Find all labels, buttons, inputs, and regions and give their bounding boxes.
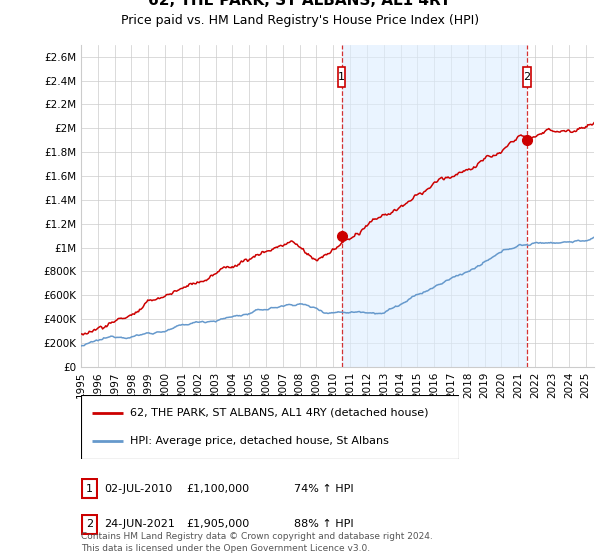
Text: 88% ↑ HPI: 88% ↑ HPI <box>294 519 353 529</box>
FancyBboxPatch shape <box>82 479 97 498</box>
FancyBboxPatch shape <box>338 67 346 87</box>
Text: £1,905,000: £1,905,000 <box>186 519 249 529</box>
Text: £1,100,000: £1,100,000 <box>186 484 249 494</box>
Text: Contains HM Land Registry data © Crown copyright and database right 2024.
This d: Contains HM Land Registry data © Crown c… <box>81 532 433 553</box>
Text: Price paid vs. HM Land Registry's House Price Index (HPI): Price paid vs. HM Land Registry's House … <box>121 14 479 27</box>
Text: 24-JUN-2021: 24-JUN-2021 <box>104 519 175 529</box>
Text: 02-JUL-2010: 02-JUL-2010 <box>104 484 172 494</box>
Text: 1: 1 <box>338 72 345 82</box>
FancyBboxPatch shape <box>81 395 459 459</box>
FancyBboxPatch shape <box>523 67 530 87</box>
Text: 2: 2 <box>523 72 530 82</box>
Text: 62, THE PARK, ST ALBANS, AL1 4RY (detached house): 62, THE PARK, ST ALBANS, AL1 4RY (detach… <box>130 408 428 418</box>
Text: 2: 2 <box>86 519 93 529</box>
Bar <box>342 45 527 367</box>
Text: 1: 1 <box>86 484 93 494</box>
Text: 74% ↑ HPI: 74% ↑ HPI <box>294 484 353 494</box>
Text: 62, THE PARK, ST ALBANS, AL1 4RY: 62, THE PARK, ST ALBANS, AL1 4RY <box>149 0 452 8</box>
FancyBboxPatch shape <box>82 515 97 534</box>
Text: HPI: Average price, detached house, St Albans: HPI: Average price, detached house, St A… <box>130 436 389 446</box>
